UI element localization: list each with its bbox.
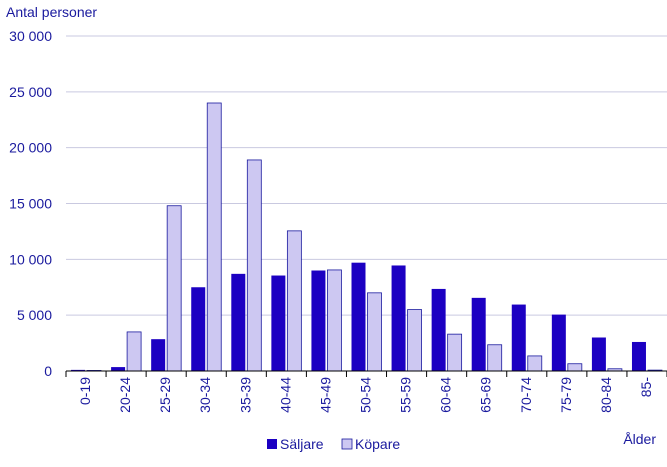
- bar-kopare: [567, 363, 583, 372]
- legend-label-saljare: Säljare: [280, 436, 324, 452]
- bar-saljare: [111, 367, 126, 371]
- bar-saljare: [591, 337, 606, 371]
- bar-saljare: [311, 270, 326, 371]
- bar-kopare: [246, 159, 262, 372]
- bar-kopare: [527, 355, 543, 372]
- bar-saljare: [631, 341, 646, 371]
- bar-saljare: [231, 273, 246, 371]
- bar-saljare: [391, 265, 406, 371]
- y-tick-label: 15 000: [9, 196, 52, 212]
- bar-kopare: [206, 102, 222, 372]
- bar-kopare: [286, 230, 302, 372]
- bar-kopare: [407, 309, 422, 372]
- x-tick-label: 65-69: [478, 377, 494, 413]
- x-tick-label: 75-79: [558, 377, 574, 413]
- bar-kopare: [487, 344, 503, 372]
- x-tick-label: 20-24: [117, 377, 133, 413]
- bar-saljare: [471, 297, 486, 371]
- legend: Säljare Köpare: [267, 436, 400, 452]
- x-tick-label: 25-29: [157, 377, 173, 413]
- bar-kopare: [166, 205, 182, 372]
- x-tick-label: 80-84: [598, 377, 614, 413]
- x-tick-labels: 0-19 20-24 25-29 30-34 35-39 40-44 45-49 50-54 5…: [65, 371, 667, 413]
- bar-kopare: [367, 292, 382, 372]
- bar-saljare: [191, 287, 206, 371]
- bar-saljare: [271, 275, 286, 371]
- x-tick-label: 0-19: [77, 377, 93, 405]
- y-axis-title: Antal personer: [6, 4, 97, 20]
- y-tick-label: 20 000: [9, 140, 52, 156]
- x-tick-label: 55-59: [398, 377, 414, 413]
- legend-swatch-kopare: [341, 438, 353, 450]
- x-tick-label: 35-39: [237, 377, 253, 413]
- x-tick-label: 30-34: [197, 377, 213, 413]
- x-tick-label: 45-49: [317, 377, 333, 413]
- x-tick-label: 50-54: [358, 377, 374, 413]
- bar-kopare: [327, 269, 342, 372]
- bars: [71, 102, 663, 372]
- bar-saljare: [551, 314, 566, 371]
- x-tick-label: 70-74: [518, 377, 534, 413]
- x-tick-label: 60-64: [438, 377, 454, 413]
- bar-saljare: [351, 262, 366, 371]
- y-tick-label: 5 000: [17, 307, 52, 323]
- bar-kopare: [126, 331, 142, 372]
- x-tick-label: 40-44: [277, 377, 293, 413]
- y-tick-labels: 0 5 000 10 000 15 000 20 000 25 000 30 000: [9, 28, 52, 379]
- bar-kopare: [447, 333, 463, 372]
- y-tick-label: 25 000: [9, 84, 52, 100]
- bar-saljare: [151, 339, 166, 371]
- y-tick-label: 10 000: [9, 251, 52, 267]
- bar-saljare: [71, 369, 86, 371]
- bar-saljare: [431, 288, 446, 371]
- y-tick-label: 30 000: [9, 28, 52, 44]
- y-tick-label: 0: [44, 363, 52, 379]
- x-axis-title: Ålder: [623, 431, 656, 447]
- bar-saljare: [511, 304, 526, 371]
- gridlines: [66, 35, 667, 316]
- legend-swatch-saljare: [267, 439, 277, 449]
- legend-label-kopare: Köpare: [355, 436, 400, 452]
- x-tick-label: 85-: [638, 377, 654, 398]
